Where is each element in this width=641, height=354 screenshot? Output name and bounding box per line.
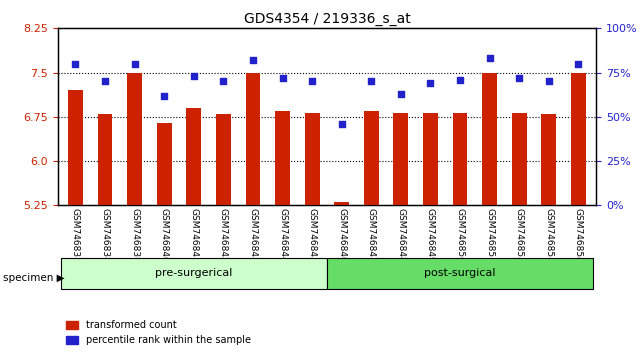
Text: pre-surgerical: pre-surgerical — [155, 268, 233, 279]
Bar — [542, 114, 556, 205]
Point — [485, 56, 495, 61]
Text: GSM746843: GSM746843 — [249, 208, 258, 263]
Point — [248, 57, 258, 63]
Bar — [127, 73, 142, 205]
Bar — [275, 111, 290, 205]
Text: GSM746839: GSM746839 — [130, 208, 139, 263]
Text: GSM746854: GSM746854 — [574, 208, 583, 263]
Point — [159, 93, 169, 98]
Bar — [453, 113, 467, 205]
Bar — [394, 113, 408, 205]
Point — [218, 79, 228, 84]
Point — [544, 79, 554, 84]
Point — [337, 121, 347, 127]
Legend: transformed count, percentile rank within the sample: transformed count, percentile rank withi… — [63, 316, 254, 349]
Text: GSM746838: GSM746838 — [101, 208, 110, 263]
Point — [188, 73, 199, 79]
Point — [573, 61, 583, 67]
Text: GSM746845: GSM746845 — [308, 208, 317, 263]
Point — [366, 79, 376, 84]
Bar — [512, 113, 527, 205]
Bar — [335, 202, 349, 205]
Text: GSM746837: GSM746837 — [71, 208, 80, 263]
FancyBboxPatch shape — [327, 258, 593, 289]
Text: post-surgical: post-surgical — [424, 268, 495, 279]
FancyBboxPatch shape — [61, 258, 327, 289]
Point — [100, 79, 110, 84]
Text: GSM746852: GSM746852 — [515, 208, 524, 263]
Text: GSM746841: GSM746841 — [189, 208, 198, 263]
Text: GSM746847: GSM746847 — [367, 208, 376, 263]
Text: GSM746844: GSM746844 — [278, 208, 287, 263]
Bar — [364, 111, 379, 205]
Text: GSM746850: GSM746850 — [456, 208, 465, 263]
Text: GSM746848: GSM746848 — [396, 208, 405, 263]
Bar — [423, 113, 438, 205]
Point — [455, 77, 465, 82]
Text: GSM746849: GSM746849 — [426, 208, 435, 263]
Point — [426, 80, 436, 86]
Bar — [482, 73, 497, 205]
Bar — [246, 73, 260, 205]
Text: GSM746853: GSM746853 — [544, 208, 553, 263]
Bar — [68, 90, 83, 205]
Point — [129, 61, 140, 67]
Text: specimen ▶: specimen ▶ — [3, 273, 65, 283]
Title: GDS4354 / 219336_s_at: GDS4354 / 219336_s_at — [244, 12, 410, 26]
Bar — [97, 114, 112, 205]
Point — [514, 75, 524, 81]
Bar — [571, 73, 586, 205]
Text: GSM746842: GSM746842 — [219, 208, 228, 263]
Text: GSM746846: GSM746846 — [337, 208, 346, 263]
Point — [307, 79, 317, 84]
Bar — [157, 123, 172, 205]
Bar — [304, 113, 319, 205]
Point — [278, 75, 288, 81]
Bar — [216, 114, 231, 205]
Point — [395, 91, 406, 97]
Text: GSM746851: GSM746851 — [485, 208, 494, 263]
Bar — [187, 108, 201, 205]
Point — [71, 61, 81, 67]
Text: GSM746840: GSM746840 — [160, 208, 169, 263]
